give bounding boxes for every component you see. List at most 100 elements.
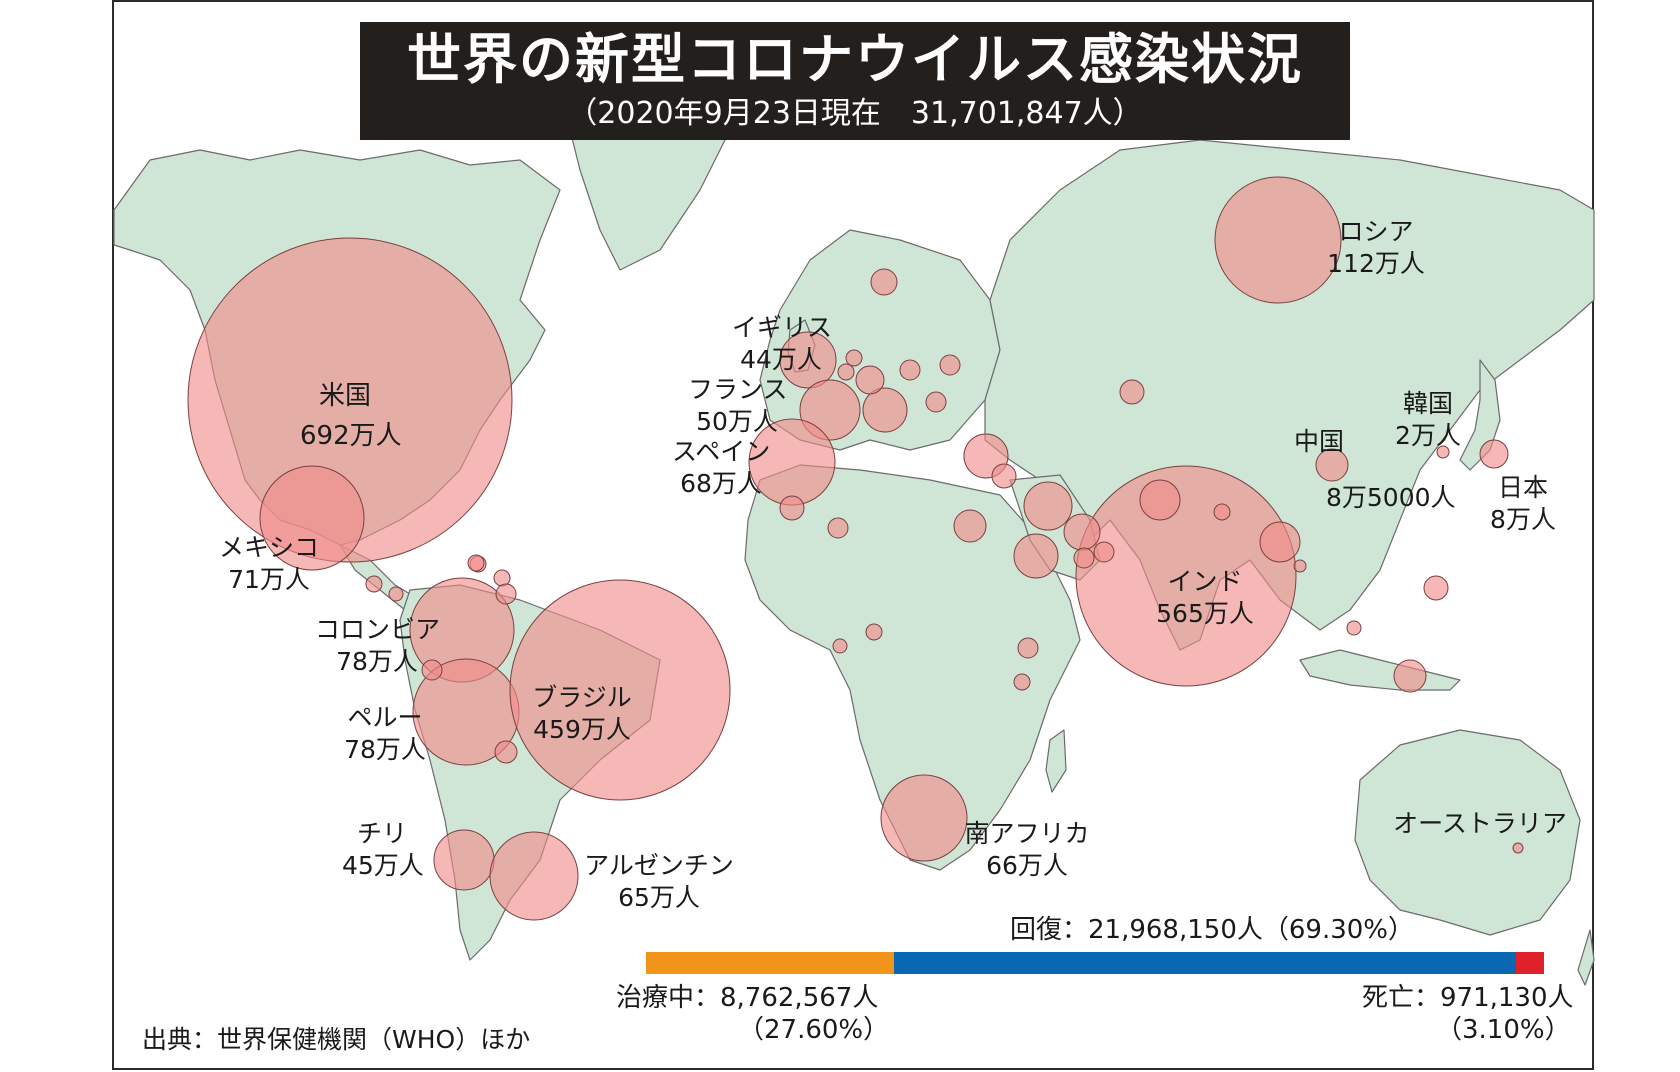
bubble-china — [1315, 448, 1349, 482]
label-peru: ペルー 78万人 — [340, 702, 430, 766]
bubble-france — [799, 379, 861, 441]
country-name: スペイン — [672, 437, 771, 466]
bubble-malaysia — [1346, 620, 1362, 636]
country-value: 50万人 — [696, 407, 778, 436]
bubble-algeria — [827, 517, 849, 539]
landmass-australia — [1354, 729, 1581, 936]
country-name: 南アフリカ — [964, 819, 1090, 848]
bubble-ukraine — [939, 354, 961, 376]
bubble-kazakhstan — [1119, 379, 1145, 405]
bubble-bangladesh — [1259, 521, 1301, 563]
bubble-honduras — [388, 586, 404, 602]
country-value: 459万人 — [533, 715, 631, 744]
country-value: 78万人 — [344, 735, 426, 764]
label-india: インド 565万人 — [1154, 566, 1256, 630]
case-bubbles — [187, 176, 1524, 921]
bubble-usa — [187, 237, 513, 563]
country-name: メキシコ — [218, 533, 319, 562]
bubble-uae — [1093, 541, 1115, 563]
source-note: 出典：世界保健機関（WHO）ほか — [142, 1025, 531, 1054]
country-name: 中国 — [1294, 427, 1345, 456]
label-uk: イギリス 44万人 — [732, 312, 833, 376]
bubble-cuba — [467, 554, 485, 572]
bubble-belgium — [837, 363, 855, 381]
bubble-indonesia — [1393, 659, 1427, 693]
country-value: 112万人 — [1327, 249, 1425, 278]
treatment-pct: （27.60%） — [738, 1015, 890, 1045]
country-name: ブラジル — [532, 683, 632, 712]
bubble-venezuela — [495, 583, 517, 605]
country-name: 韓国 — [1402, 389, 1453, 418]
treatment-bar — [646, 952, 894, 974]
bubble-poland — [899, 359, 921, 381]
bubble-philippines — [1423, 575, 1449, 601]
country-value: 8万5000人 — [1326, 483, 1456, 512]
bubble-qatar — [1073, 547, 1095, 569]
landmass-new-zealand — [1577, 929, 1595, 986]
country-value: 565万人 — [1156, 599, 1254, 628]
bubble-south-africa — [880, 774, 968, 862]
label-china: 中国 8万5000人 — [1290, 414, 1456, 526]
country-name: フランス — [688, 375, 788, 404]
bubble-mexico — [259, 465, 365, 571]
landmass-africa — [744, 464, 1081, 871]
bubble-ghana — [832, 638, 848, 654]
bubble-myanmar — [1293, 559, 1307, 573]
landmass-madagascar — [1045, 729, 1067, 793]
bubble-bolivia — [494, 740, 518, 764]
country-name: 日本 — [1497, 473, 1548, 502]
country-name: チリ — [356, 819, 407, 848]
bubble-dominican — [493, 569, 511, 587]
deaths-pct: （3.10%） — [1436, 1015, 1571, 1045]
treatment-label: 治療中：8,762,567人 — [616, 983, 879, 1013]
label-france: フランス 50万人 — [688, 374, 788, 438]
deaths-bar — [1516, 952, 1544, 974]
country-value: 692万人 — [300, 421, 402, 451]
bubble-egypt — [953, 509, 987, 543]
bubble-germany — [855, 365, 885, 395]
country-value: 78万人 — [336, 647, 418, 676]
label-brazil: ブラジル 459万人 — [526, 682, 638, 746]
bubble-kenya — [1013, 673, 1031, 691]
bubble-japan — [1479, 439, 1509, 469]
bubble-guatemala — [365, 575, 383, 593]
country-name: インド — [1167, 567, 1243, 596]
label-south-africa: 南アフリカ 66万人 — [964, 818, 1090, 882]
label-colombia: コロンビア 78万人 — [315, 614, 441, 678]
country-name: ペルー — [347, 703, 423, 732]
country-name: イギリス — [732, 313, 833, 342]
map-subtitle: （2020年9月23日現在 31,701,847人） — [567, 96, 1143, 131]
label-argentina: アルゼンチン 65万人 — [584, 850, 734, 914]
deaths-label: 死亡：971,130人 — [1362, 983, 1574, 1013]
bubble-korea — [1436, 445, 1450, 459]
label-spain: スペイン 68万人 — [672, 436, 770, 500]
bubble-ecuador — [421, 659, 443, 681]
country-value: 71万人 — [228, 565, 310, 594]
bubble-nepal — [1213, 503, 1231, 521]
country-value: 2万人 — [1395, 421, 1461, 450]
country-value: 45万人 — [342, 851, 424, 880]
country-name: コロンビア — [315, 615, 441, 644]
label-russia: ロシア 112万人 — [1326, 216, 1426, 280]
bubble-sweden — [870, 268, 898, 296]
label-japan: 日本 8万人 — [1478, 472, 1568, 536]
landmass-indonesia — [1299, 649, 1461, 691]
bubble-uk — [779, 331, 837, 389]
country-name: ロシア — [1338, 217, 1414, 246]
bubble-nigeria — [865, 623, 883, 641]
bubble-saudi — [1013, 533, 1059, 579]
bubble-brazil — [509, 579, 731, 801]
bubble-argentina — [489, 831, 579, 921]
bubble-iraq — [1063, 513, 1101, 551]
recovered-bar — [893, 952, 1517, 974]
bubble-pakistan — [1139, 479, 1181, 521]
country-value: 66万人 — [986, 851, 1068, 880]
country-value: 65万人 — [618, 883, 700, 912]
country-value: 68万人 — [680, 469, 762, 498]
label-australia: オーストラリア — [1390, 808, 1570, 840]
country-name: アルゼンチン — [584, 851, 734, 880]
bubble-italy — [862, 387, 908, 433]
bubble-morocco — [779, 495, 805, 521]
label-mexico: メキシコ 71万人 — [214, 532, 324, 596]
